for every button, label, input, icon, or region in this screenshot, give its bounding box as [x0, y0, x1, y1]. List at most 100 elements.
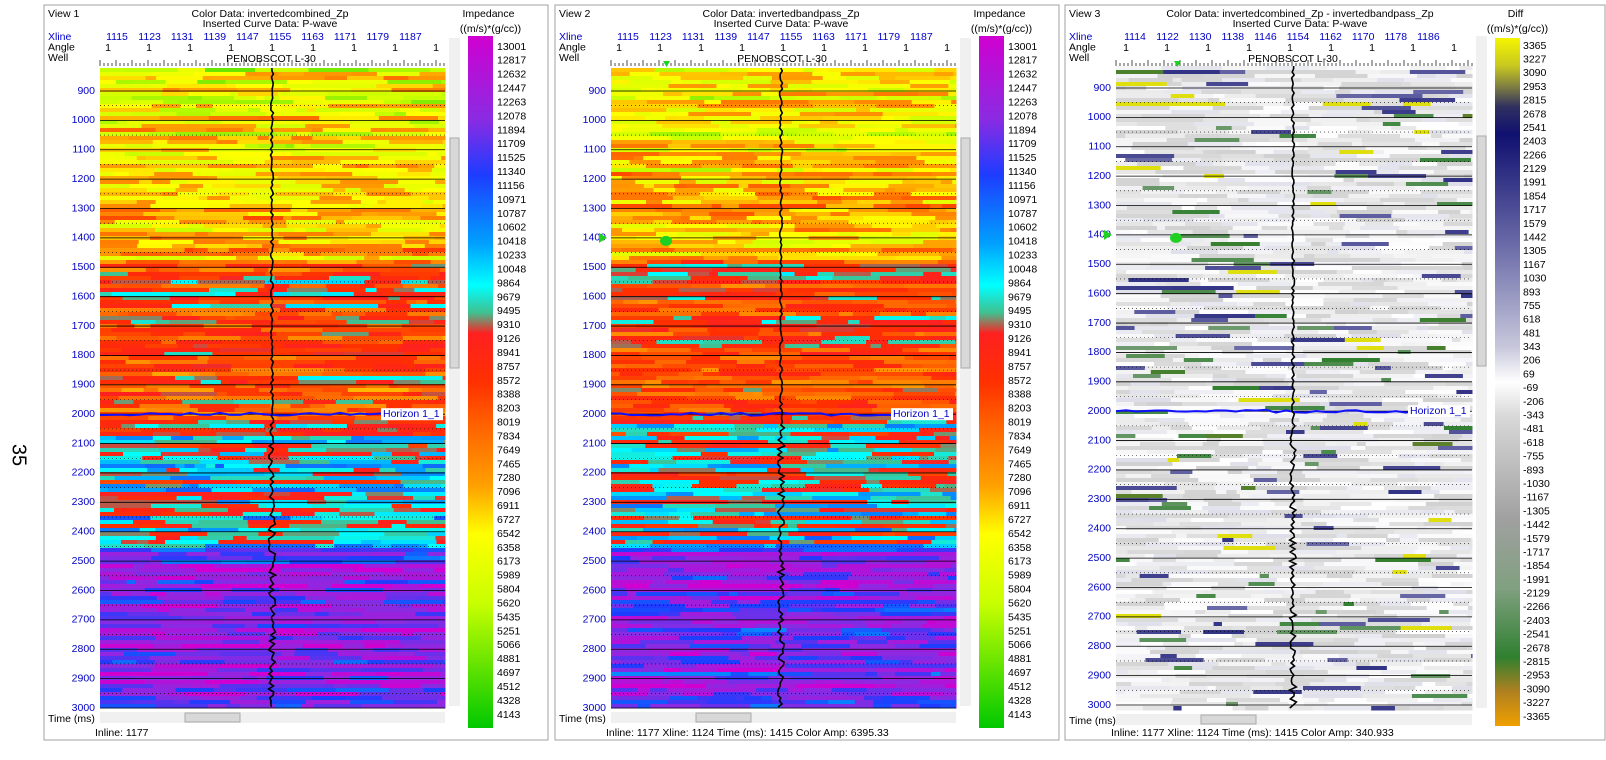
seismic-cell [1389, 426, 1445, 431]
seismic-cell [611, 288, 623, 293]
seismic-cell [739, 660, 766, 665]
seismic-cell [151, 224, 163, 229]
seismic-cell [1454, 82, 1473, 87]
seismic-cell [1303, 422, 1354, 427]
seismic-cell [100, 228, 156, 233]
seismic-cell [644, 516, 680, 521]
seismic-cell [334, 100, 385, 105]
seismic-cell [176, 496, 203, 501]
seismic-cell [717, 272, 780, 277]
seismic-cell [1357, 474, 1399, 479]
seismic-cell [403, 484, 442, 489]
seismic-cell [437, 116, 446, 121]
seismic-cell [836, 564, 877, 569]
seismic-cell [852, 300, 878, 305]
seismic-cell [100, 520, 134, 525]
seismic-cell [755, 624, 809, 629]
seismic-cell [316, 188, 334, 193]
seismic-cell [100, 576, 111, 581]
seismic-cell [1442, 402, 1465, 407]
seismic-cell [855, 556, 888, 561]
seismic-cell [443, 440, 446, 445]
view-panel: 9001000110012001300140015001600170018001… [43, 4, 549, 741]
seismic-cell [726, 564, 743, 569]
time-label: 3000 [583, 702, 607, 714]
seismic-cell [100, 560, 151, 565]
seismic-cell [1400, 134, 1432, 139]
seismic-cell [1200, 282, 1239, 287]
seismic-cell [100, 152, 126, 157]
seismic-cell [224, 240, 280, 245]
seismic-cell [1208, 510, 1272, 515]
seismic-cell [611, 696, 670, 701]
seismic-cell [1335, 310, 1359, 315]
seismic-cell [821, 436, 850, 441]
seismic-cell [220, 664, 279, 669]
seismic-cell [1415, 110, 1446, 115]
seismic-cell [100, 252, 122, 257]
seismic-cell [407, 168, 433, 173]
seismic-cell [115, 436, 154, 441]
seismic-cell [1292, 354, 1308, 359]
seismic-cell [705, 296, 752, 301]
seismic-cell [665, 596, 678, 601]
seismic-cell [378, 116, 439, 121]
seismic-cell [855, 548, 898, 553]
seismic-cell [951, 100, 957, 105]
seismic-cell [441, 80, 446, 85]
seismic-cell [864, 428, 920, 433]
seismic-cell [828, 296, 878, 301]
seismic-cell [170, 476, 211, 481]
seismic-cell [1116, 214, 1179, 219]
seismic-cell [210, 476, 261, 481]
colorbar-label: 4697 [497, 667, 521, 679]
seismic-cell [631, 448, 678, 453]
seismic-cell [381, 464, 424, 469]
seismic-cell [924, 384, 955, 389]
seismic-cell [427, 300, 446, 305]
v-scroll-thumb[interactable] [960, 137, 971, 369]
seismic-cell [100, 240, 140, 245]
seismic-cell [1116, 414, 1135, 419]
seismic-cell [353, 396, 415, 401]
seismic-cell [303, 252, 321, 257]
seismic-cell [1199, 394, 1246, 399]
seismic-cell [111, 592, 131, 597]
seismic-cell [301, 704, 315, 709]
seismic-cell [851, 392, 895, 397]
seismic-cell [304, 72, 355, 77]
angle-label: 1 [616, 42, 622, 54]
seismic-cell [1116, 234, 1174, 239]
seismic-cell [746, 216, 792, 221]
v-scroll-thumb[interactable] [449, 137, 460, 369]
seismic-cell [160, 92, 189, 97]
seismic-cell [1227, 470, 1243, 475]
seismic-cell [670, 136, 723, 141]
seismic-cell [1308, 158, 1322, 163]
seismic-cell [100, 636, 157, 641]
seismic-cell [850, 416, 892, 421]
seismic-cell [1116, 122, 1138, 127]
seismic-cell [320, 608, 351, 613]
seismic-cell [1116, 506, 1150, 511]
seismic-cell [1184, 134, 1223, 139]
seismic-cell [869, 336, 931, 341]
seismic-cell [177, 68, 206, 73]
seismic-cell [700, 88, 742, 93]
h-scroll-thumb[interactable] [184, 712, 241, 723]
seismic-cell [270, 156, 325, 161]
seismic-cell [333, 452, 364, 457]
seismic-cell [1465, 318, 1473, 323]
seismic-cell [689, 96, 715, 101]
seismic-cell [1404, 290, 1456, 295]
seismic-cell [1174, 154, 1222, 159]
seismic-cell [1323, 278, 1362, 283]
seismic-cell [680, 76, 744, 81]
seismic-cell [703, 196, 744, 201]
seismic-cell [899, 328, 950, 333]
h-scroll-thumb[interactable] [695, 712, 752, 723]
seismic-cell [100, 268, 147, 273]
seismic-cell [1331, 434, 1375, 439]
seismic-cell [944, 668, 957, 673]
seismic-cell [842, 304, 885, 309]
